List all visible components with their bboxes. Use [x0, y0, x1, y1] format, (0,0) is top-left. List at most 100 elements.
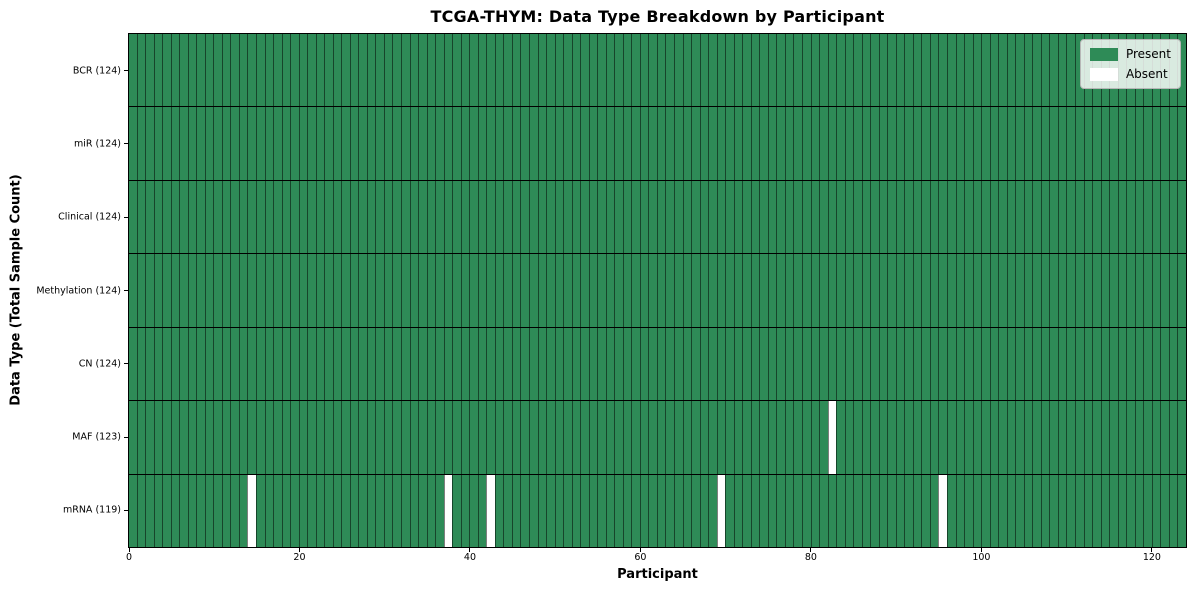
present-cell: [392, 180, 401, 254]
present-cell: [196, 107, 205, 180]
present-cell: [503, 107, 512, 180]
present-cell: [887, 401, 896, 474]
absent-cell: [827, 401, 837, 474]
present-cell: [716, 327, 726, 401]
present-cell: [264, 327, 274, 401]
present-cell: [964, 254, 973, 327]
present-cell: [273, 107, 282, 180]
present-cell: [179, 107, 188, 180]
present-cell: [588, 107, 598, 180]
present-cell: [537, 254, 547, 327]
present-cell: [1109, 401, 1118, 474]
present-cell: [750, 474, 760, 547]
present-cell: [1015, 180, 1024, 254]
present-cell: [418, 474, 427, 547]
present-cell: [290, 401, 299, 474]
present-cell: [1049, 327, 1058, 401]
present-cell: [614, 107, 623, 180]
present-cell: [511, 327, 521, 401]
present-cell: [767, 401, 777, 474]
present-cell: [255, 327, 265, 401]
present-cell: [443, 327, 453, 401]
present-cell: [716, 401, 726, 474]
x-tick-mark: [1151, 548, 1153, 552]
chart-title: TCGA-THYM: Data Type Breakdown by Partic…: [430, 7, 885, 26]
present-cell: [170, 254, 180, 327]
present-cell: [383, 401, 393, 474]
present-cell: [819, 327, 828, 401]
present-cell: [708, 180, 717, 254]
present-cell: [665, 34, 674, 107]
y-tick-mark: [124, 290, 128, 291]
present-cell: [998, 474, 1007, 547]
present-cell: [870, 327, 879, 401]
present-cell: [981, 180, 990, 254]
present-cell: [435, 107, 444, 180]
present-cell: [563, 327, 572, 401]
present-cell: [639, 401, 649, 474]
present-cell: [639, 107, 649, 180]
present-cell: [452, 107, 461, 180]
present-cell: [1100, 327, 1110, 401]
x-tick-label: 120: [1142, 552, 1161, 563]
present-cell: [129, 474, 137, 547]
present-cell: [810, 107, 820, 180]
present-cell: [298, 254, 308, 327]
present-cell: [187, 180, 197, 254]
present-cell: [639, 254, 649, 327]
present-cell: [349, 34, 359, 107]
present-cell: [947, 254, 956, 327]
present-cell: [639, 474, 649, 547]
present-cell: [622, 254, 632, 327]
present-cell: [810, 34, 820, 107]
present-cell: [887, 474, 896, 547]
present-cell: [383, 474, 393, 547]
present-cell: [836, 327, 845, 401]
present-cell: [725, 401, 734, 474]
present-cell: [1006, 34, 1016, 107]
present-cell: [1160, 254, 1169, 327]
present-cell: [742, 327, 751, 401]
present-cell: [290, 327, 299, 401]
present-cell: [938, 327, 947, 401]
row-clinical: [129, 180, 1186, 255]
present-cell: [247, 327, 256, 401]
present-cell: [129, 107, 137, 180]
present-cell: [1049, 180, 1058, 254]
present-cell: [981, 401, 990, 474]
present-cell: [315, 401, 325, 474]
present-cell: [409, 34, 419, 107]
x-tick-mark: [810, 548, 812, 552]
present-cell: [955, 34, 965, 107]
present-cell: [1049, 401, 1058, 474]
present-cell: [691, 401, 700, 474]
present-cell: [870, 254, 879, 327]
present-cell: [904, 107, 913, 180]
present-cell: [1015, 254, 1024, 327]
present-cell: [332, 401, 342, 474]
present-cell: [861, 474, 871, 547]
present-cell: [1143, 474, 1152, 547]
present-cell: [520, 474, 529, 547]
present-cell: [750, 34, 760, 107]
present-cell: [767, 180, 777, 254]
present-cell: [204, 34, 214, 107]
present-cell: [494, 327, 504, 401]
present-cell: [358, 254, 367, 327]
present-cell: [1066, 107, 1075, 180]
present-cell: [861, 401, 871, 474]
present-cell: [332, 327, 342, 401]
present-cell: [733, 107, 743, 180]
present-cell: [784, 474, 794, 547]
present-cell: [827, 34, 837, 107]
present-cell: [793, 180, 802, 254]
present-cell: [1092, 327, 1101, 401]
present-cell: [955, 107, 965, 180]
present-cell: [307, 327, 316, 401]
present-cell: [375, 401, 384, 474]
present-cell: [204, 180, 214, 254]
present-cell: [136, 107, 146, 180]
present-cell: [597, 34, 606, 107]
present-cell: [1032, 327, 1041, 401]
present-cell: [375, 107, 384, 180]
